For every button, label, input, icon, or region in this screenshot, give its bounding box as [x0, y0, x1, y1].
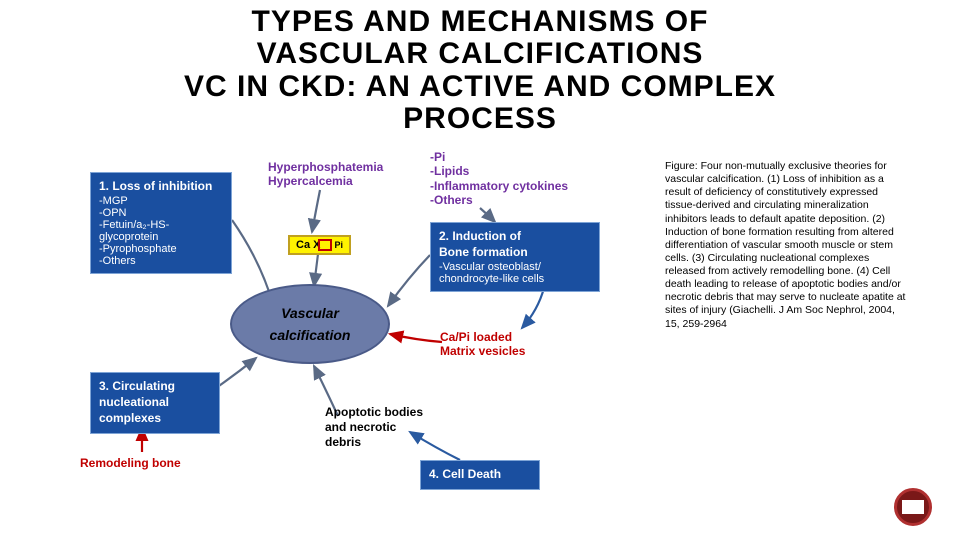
node2-h1: 2. Induction of: [439, 229, 591, 243]
node-pi-factors: -Pi -Lipids -Inflammatory cytokines -Oth…: [430, 150, 568, 208]
hyper-l1: Hypercalcemia: [268, 174, 383, 188]
red-marker-icon: [318, 239, 332, 251]
node4-h: 4. Cell Death: [429, 467, 531, 481]
ves-l0: Ca/Pi loaded: [440, 330, 525, 344]
node-hyperphosphatemia: Hyperphosphatemia Hypercalcemia: [268, 160, 383, 189]
figure-caption: Figure: Four non-mutually exclusive theo…: [665, 160, 910, 331]
node-capi-vesicles: Ca/Pi loaded Matrix vesicles: [440, 330, 525, 359]
node1-l4: -Pyrophosphate: [99, 243, 223, 255]
pi-l0: -Pi: [430, 150, 568, 164]
apo-l2: debris: [325, 435, 423, 450]
node3-h1: 3. Circulating: [99, 379, 211, 393]
node2-l1: chondrocyte-like cells: [439, 273, 591, 285]
node-ca-x-pi: Ca X Pi: [288, 235, 351, 255]
flowchart-diagram: 1. Loss of inhibition -MGP -OPN -Fetuin/…: [90, 160, 650, 500]
node1-l3: glycoprotein: [99, 231, 223, 243]
node1-l1: -OPN: [99, 207, 223, 219]
node-induction-bone-formation: 2. Induction of Bone formation -Vascular…: [430, 222, 600, 292]
node1-l0: -MGP: [99, 195, 223, 207]
apo-l1: and necrotic: [325, 420, 423, 435]
pi-l2: -Inflammatory cytokines: [430, 179, 568, 193]
title-line-4: PROCESS: [0, 103, 960, 135]
oval-l2: calcification: [270, 327, 351, 343]
title-line-1: TYPES AND MECHANISMS OF: [0, 6, 960, 38]
node-remodeling-bone: Remodeling bone: [80, 456, 181, 470]
node3-h3: complexes: [99, 411, 211, 425]
caxpi-sub: Pi: [334, 240, 343, 250]
node1-l5: -Others: [99, 255, 223, 267]
node2-l0: -Vascular osteoblast/: [439, 261, 591, 273]
stamp-badge-icon: [894, 488, 932, 526]
node-cell-death: 4. Cell Death: [420, 460, 540, 490]
oval-l1: Vascular: [281, 305, 339, 321]
slide-title: TYPES AND MECHANISMS OF VASCULAR CALCIFI…: [0, 0, 960, 136]
node1-heading: 1. Loss of inhibition: [99, 179, 223, 193]
caxpi-label: Ca X: [296, 239, 320, 251]
node-loss-of-inhibition: 1. Loss of inhibition -MGP -OPN -Fetuin/…: [90, 172, 232, 274]
ves-l1: Matrix vesicles: [440, 344, 525, 358]
title-line-2: VASCULAR CALCIFICATIONS: [0, 38, 960, 70]
node3-h2: nucleational: [99, 395, 211, 409]
title-line-3: VC IN CKD: AN ACTIVE AND COMPLEX: [0, 71, 960, 103]
remodel-text: Remodeling bone: [80, 456, 181, 470]
pi-l1: -Lipids: [430, 164, 568, 178]
apo-l0: Apoptotic bodies: [325, 405, 423, 420]
node-vascular-calcification: Vascular calcification: [230, 284, 390, 364]
hyper-l0: Hyperphosphatemia: [268, 160, 383, 174]
badge-inner-icon: [902, 500, 924, 514]
node2-h2: Bone formation: [439, 245, 591, 259]
pi-l3: -Others: [430, 193, 568, 207]
node1-l2: -Fetuin/a₂-HS-: [99, 219, 223, 231]
node-apoptotic-debris: Apoptotic bodies and necrotic debris: [325, 405, 423, 450]
node-circulating-complexes: 3. Circulating nucleational complexes: [90, 372, 220, 434]
